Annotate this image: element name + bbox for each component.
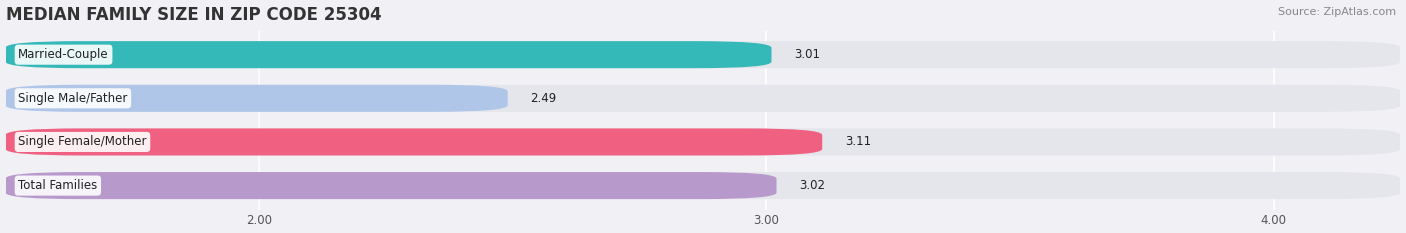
FancyBboxPatch shape	[6, 172, 1400, 199]
FancyBboxPatch shape	[6, 41, 772, 68]
FancyBboxPatch shape	[6, 128, 823, 155]
Text: 3.01: 3.01	[794, 48, 820, 61]
Text: Single Female/Mother: Single Female/Mother	[18, 135, 146, 148]
FancyBboxPatch shape	[6, 128, 1400, 155]
Text: Total Families: Total Families	[18, 179, 97, 192]
Text: 3.11: 3.11	[845, 135, 872, 148]
Text: 2.49: 2.49	[530, 92, 557, 105]
FancyBboxPatch shape	[6, 85, 508, 112]
Text: MEDIAN FAMILY SIZE IN ZIP CODE 25304: MEDIAN FAMILY SIZE IN ZIP CODE 25304	[6, 6, 381, 24]
FancyBboxPatch shape	[6, 41, 1400, 68]
FancyBboxPatch shape	[6, 85, 1400, 112]
FancyBboxPatch shape	[6, 172, 776, 199]
Text: Single Male/Father: Single Male/Father	[18, 92, 128, 105]
Text: 3.02: 3.02	[800, 179, 825, 192]
Text: Source: ZipAtlas.com: Source: ZipAtlas.com	[1278, 7, 1396, 17]
Text: Married-Couple: Married-Couple	[18, 48, 108, 61]
